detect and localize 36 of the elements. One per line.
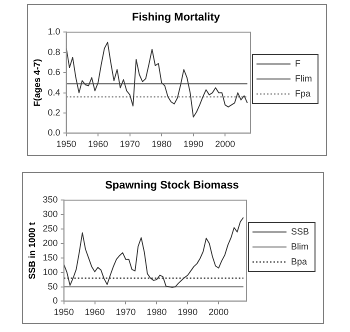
x-tick-label: 2000	[215, 139, 236, 150]
y-tick-label: 100	[42, 266, 58, 277]
y-tick-label: 0.8	[48, 46, 60, 57]
x-tick-label: 1950	[56, 139, 76, 150]
legend-label: F	[295, 58, 302, 68]
y-tick-label: 0.2	[48, 107, 60, 118]
y-tick-label: 250	[42, 224, 58, 234]
x-tick-label: 1960	[88, 139, 108, 150]
x-tick-label: 1990	[183, 139, 204, 150]
x-tick-label: 1980	[152, 139, 172, 150]
x-tick-label: 1970	[116, 307, 136, 318]
x-tick-label: 2000	[208, 307, 229, 318]
y-tick-label: 200	[42, 238, 58, 248]
legend-label: Fpa	[295, 88, 311, 98]
x-tick-label: 1950	[54, 307, 74, 318]
y-tick-label: 1.0	[48, 26, 60, 37]
legend-label: SSB	[290, 226, 310, 236]
y-axis-title: F(ages 4-7)	[32, 58, 42, 106]
y-tick-label: 0.0	[48, 128, 60, 138]
chart-title: Spawning Stock Biomass	[105, 180, 239, 192]
y-tick-label: 350	[42, 194, 58, 205]
chart-title: Fishing Mortality	[132, 12, 221, 24]
legend-label: Flim	[295, 73, 312, 84]
y-axis-title: SSB in 1000 t	[26, 222, 37, 280]
x-tick-label: 1970	[120, 139, 140, 150]
x-tick-label: 1990	[178, 307, 198, 318]
y-tick-label: 0.4	[48, 87, 60, 98]
y-tick-label: 0.6	[48, 67, 60, 78]
legend-label: Bpa	[290, 256, 308, 266]
y-tick-label: 0	[52, 296, 58, 306]
y-tick-label: 300	[42, 209, 58, 220]
legend-label: Blim	[290, 241, 308, 252]
x-tick-label: 1960	[84, 307, 105, 318]
y-tick-label: 150	[42, 252, 58, 262]
x-tick-label: 1980	[146, 307, 167, 318]
y-tick-label: 50	[48, 281, 58, 292]
